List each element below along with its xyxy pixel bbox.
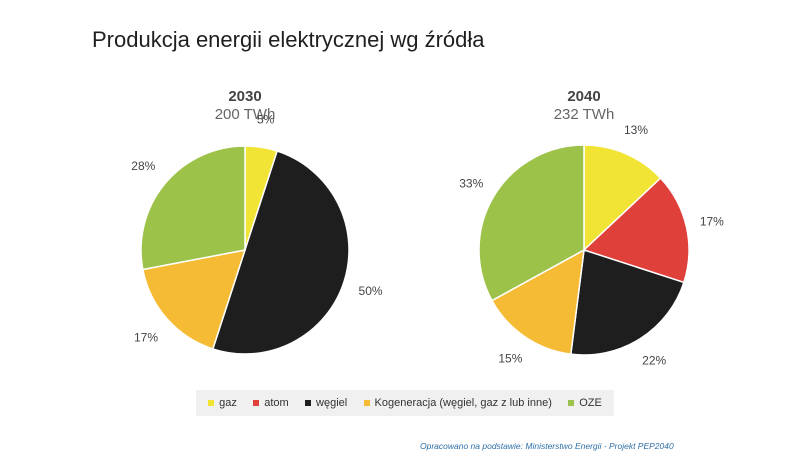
slice-label-oze: 33% [459,176,483,190]
legend: gaz atom węgiel Kogeneracja (węgiel, gaz z … [196,390,614,416]
pie-chart-2040: 2040 232 TWh 13% 17% 22% 15% 33% [459,88,724,368]
pie-slice-wegiel [211,150,350,355]
legend-swatch-atom [253,400,260,406]
legend-item-oze: OZE [568,397,602,409]
legend-label-wegiel: węgiel [316,397,348,409]
page-title: Produkcja energii elektrycznej wg źródła [92,27,485,52]
slice-label-wegiel: 50% [359,284,383,298]
legend-item-atom: atom [253,397,289,409]
legend-swatch-kogeneracja [363,400,370,406]
pie-slice-kogeneracja [490,248,585,356]
pie-slice-wegiel [570,249,685,356]
legend-label-atom: atom [264,397,289,409]
slice-label-kogeneracja: 17% [134,330,158,344]
legend-swatch-gaz [208,400,215,406]
slice-label-kogeneracja: 15% [498,351,522,365]
pie-chart-2030: 2030 200 TWh 5% 50% 17% 28% [131,88,383,355]
pie-slice-oze [140,145,246,271]
pie-slice-oze [478,144,585,302]
slice-label-atom: 17% [700,214,724,228]
slice-label-wegiel: 22% [642,354,666,368]
legend-swatch-oze [568,400,575,406]
slice-label-gaz: 5% [257,113,275,127]
chart-subtitle-2030: 200 TWh [215,106,276,123]
legend-item-gaz: gaz [208,397,237,409]
legend-label-gaz: gaz [219,397,237,409]
chart-subtitle-2040: 232 TWh [554,106,615,123]
legend-swatch-wegiel [305,400,312,406]
legend-label-kogeneracja: Kogeneracja (węgiel, gaz z lub inne) [374,397,552,409]
pie-slice-gaz [583,144,662,252]
chart-title-2030: 2030 [228,88,261,105]
pie-slice-kogeneracja [141,249,247,350]
chart-title-2040: 2040 [567,88,600,105]
pie-slice-atom [582,177,690,284]
legend-label-oze: OZE [579,397,602,409]
legend-item-kogeneracja: Kogeneracja (węgiel, gaz z lub inne) [363,397,552,409]
slice-label-gaz: 13% [624,123,648,137]
source-note: Opracowano na podstawie: Ministerstwo En… [420,441,674,451]
legend-item-wegiel: węgiel [305,397,347,409]
slice-label-oze: 28% [131,159,155,173]
